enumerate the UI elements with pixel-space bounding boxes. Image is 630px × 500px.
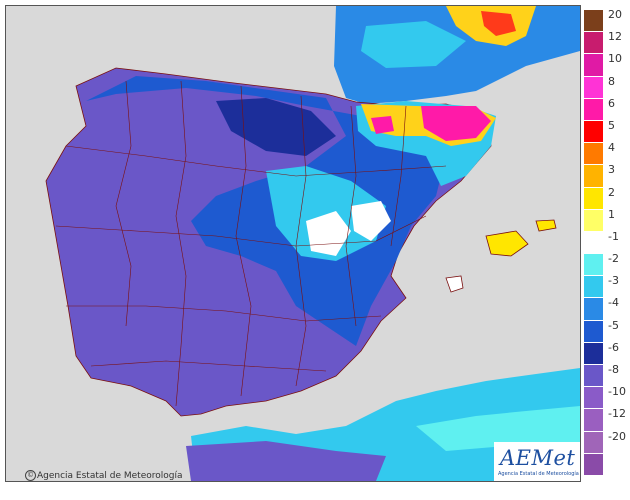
legend-label: -12 [608,407,626,421]
legend-label: 10 [608,52,622,66]
copyright-icon: © [25,470,36,481]
legend-swatch [584,119,603,143]
legend-swatch [584,142,603,165]
legend-label: 20 [608,8,622,21]
logo-word: AEMet [500,446,576,470]
cold-band [86,76,446,346]
dark-cold-patch [216,98,336,156]
legend-swatch [584,9,603,32]
legend-swatch [584,408,603,431]
legend-swatch [584,164,603,187]
legend-label: 3 [608,163,615,177]
map-canvas [6,6,580,481]
legend-swatch [584,319,603,342]
ebro-hot-spot [371,116,394,134]
legend-label: 6 [608,96,615,110]
central-light-patch [266,166,386,261]
legend-swatch [584,364,603,387]
legend-swatch [584,452,603,475]
legend-swatch [584,230,603,254]
ibiza-island [445,275,464,293]
legend-swatch [584,31,603,54]
northeast-hot-patch [421,106,491,141]
legend-label: -8 [608,363,619,377]
mallorca-island [485,230,529,257]
legend-label: -3 [608,274,619,288]
france-light-patch [361,21,466,68]
legend-swatch [584,97,603,120]
france-hot-patch [481,11,516,36]
legend-label: -2 [608,252,619,266]
legend-label: 2 [608,185,615,199]
legend-label: 5 [608,118,615,132]
legend-swatch [584,208,603,231]
legend-label: -4 [608,296,619,310]
legend-swatch [584,430,603,453]
africa-cold-patch [186,441,386,481]
legend-swatch [584,341,603,365]
province-boundaries [55,80,447,407]
color-legend: 20 12 10 8 6 5 4 3 2 1 -1 -2 -3 -4 -5 -6 -8 -10 -12 -20 [581,5,630,480]
legend-swatch [584,75,603,98]
africa-light-patch [416,406,580,451]
legend-label: -5 [608,318,619,332]
logo-subtitle: Agencia Estatal de Meteorología [498,471,579,477]
legend-swatch [584,297,603,320]
legend-swatch [584,386,603,409]
aemet-logo: AEMet Agencia Estatal de Meteorología [494,442,580,481]
legend-label: 8 [608,74,615,88]
legend-label: 1 [608,207,615,221]
legend-label: -10 [608,385,626,399]
legend-label: -6 [608,340,619,354]
legend-label: 12 [608,30,622,44]
legend-label: 4 [608,141,615,155]
legend-label: -20 [608,429,626,443]
legend-swatch [584,186,603,209]
map-credit: Agencia Estatal de Meteorología [37,471,183,481]
east-mild-patch [351,201,391,241]
legend-swatch [584,253,603,276]
legend-swatch [584,275,603,298]
legend-label: -1 [608,229,619,243]
menorca-island [535,219,557,232]
temperature-map: © Agencia Estatal de Meteorología AEMet … [5,5,581,482]
legend-swatch [584,53,603,76]
